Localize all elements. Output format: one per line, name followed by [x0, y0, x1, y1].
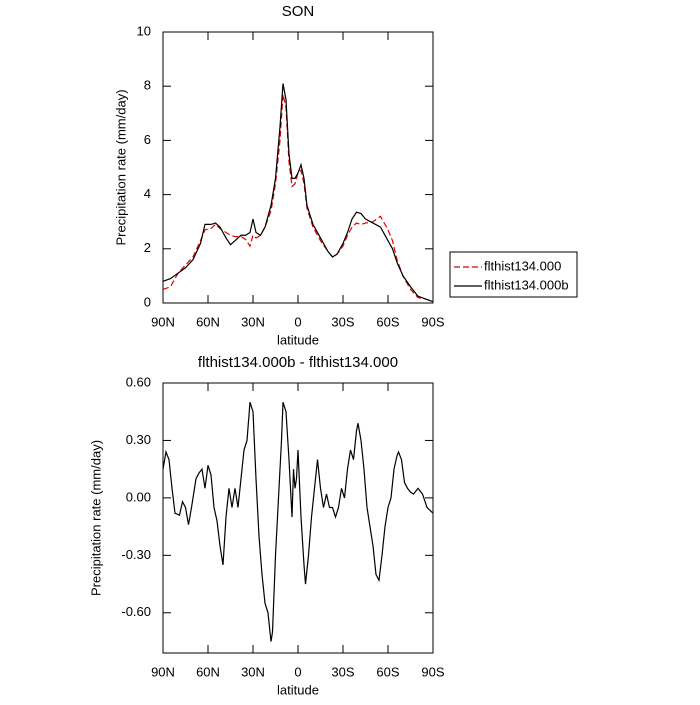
- chart-title: SON: [282, 3, 315, 20]
- y-tick-label: 0.60: [126, 374, 151, 389]
- x-axis-label: latitude: [277, 682, 319, 697]
- y-tick-label: 10: [137, 23, 151, 38]
- x-axis-label: latitude: [277, 332, 319, 347]
- y-tick-label: 0.00: [126, 489, 151, 504]
- x-tick-label: 30S: [331, 314, 354, 329]
- data-line: [162, 83, 434, 303]
- y-tick-label: -0.60: [121, 604, 151, 619]
- x-tick-label: 0: [294, 664, 301, 679]
- y-axis-label: Precipitation rate (mm/day): [88, 440, 103, 596]
- x-tick-label: 90N: [151, 664, 175, 679]
- y-axis-label: Precipitation rate (mm/day): [113, 89, 128, 245]
- x-tick-label: 30N: [241, 664, 265, 679]
- y-tick-label: 6: [144, 132, 151, 147]
- x-tick-label: 30S: [331, 664, 354, 679]
- x-tick-label: 60S: [376, 664, 399, 679]
- x-tick-label: 60N: [196, 314, 220, 329]
- x-tick-label: 0: [294, 314, 301, 329]
- legend-box: [449, 251, 578, 298]
- x-tick-label: 90N: [151, 314, 175, 329]
- x-tick-label: 90S: [421, 314, 444, 329]
- data-line: [162, 401, 434, 642]
- y-tick-label: 8: [144, 78, 151, 93]
- y-tick-label: 4: [144, 186, 151, 201]
- x-tick-label: 90S: [421, 664, 444, 679]
- y-tick-label: 0: [144, 294, 151, 309]
- y-tick-label: 0.30: [126, 432, 151, 447]
- x-tick-label: 30N: [241, 314, 265, 329]
- x-tick-label: 60N: [196, 664, 220, 679]
- plot-frame: [162, 382, 434, 654]
- y-tick-label: -0.30: [121, 547, 151, 562]
- data-line: [162, 94, 434, 303]
- plot-frame: [162, 31, 434, 304]
- x-tick-label: 60S: [376, 314, 399, 329]
- legend-label: flthist134.000: [484, 258, 561, 273]
- chart-title: flthist134.000b - flthist134.000: [198, 354, 398, 371]
- y-tick-label: 2: [144, 240, 151, 255]
- legend-label: flthist134.000b: [484, 277, 569, 292]
